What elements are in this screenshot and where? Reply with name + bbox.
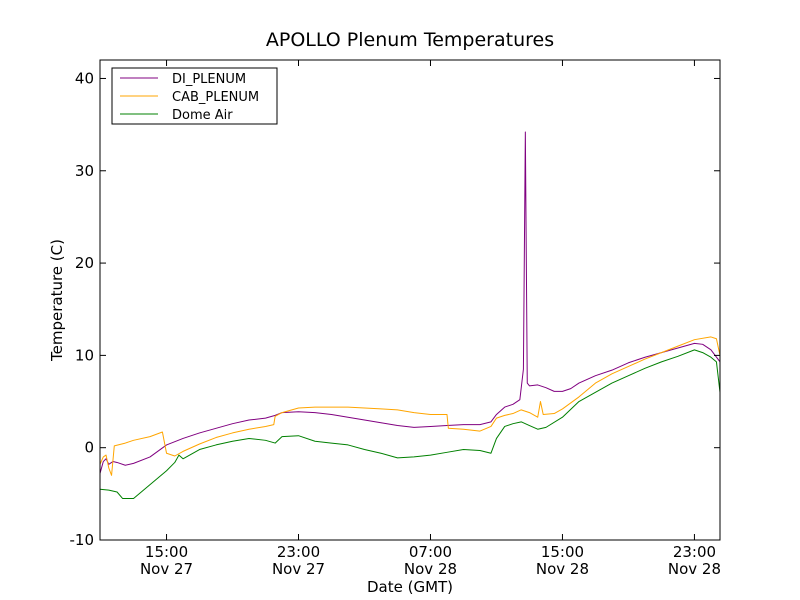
series-layer (99, 131, 721, 499)
legend-label: Dome Air (172, 108, 233, 123)
y-tick-label: 10 (75, 346, 94, 364)
y-axis-label: Temperature (C) (48, 239, 66, 362)
y-tick-label: 40 (75, 69, 94, 87)
chart-title: APOLLO Plenum Temperatures (266, 29, 554, 51)
x-tick-time-label: 15:00 (145, 543, 188, 561)
x-tick-day-label: Nov 28 (668, 560, 721, 578)
x-tick-time-label: 23:00 (673, 543, 716, 561)
legend: DI_PLENUM CAB_PLENUM Dome Air (111, 67, 278, 125)
x-axis-label: Date (GMT) (367, 578, 453, 596)
y-tick-label: 30 (75, 162, 94, 180)
x-tick-day-label: Nov 28 (404, 560, 457, 578)
series-line-dome-air (99, 349, 721, 499)
y-tick-label: -10 (70, 531, 95, 549)
y-tick-label: 20 (75, 254, 94, 272)
series-line-di-plenum (99, 131, 721, 474)
series-line-cab-plenum (99, 336, 721, 476)
x-tick-time-label: 15:00 (541, 543, 584, 561)
x-tick-day-label: Nov 27 (140, 560, 193, 578)
x-tick-day-label: Nov 27 (272, 560, 325, 578)
y-tick-label: 0 (84, 439, 94, 457)
x-tick-time-label: 07:00 (409, 543, 452, 561)
plot-frame (99, 59, 721, 541)
x-tick-day-label: Nov 28 (536, 560, 589, 578)
legend-label: DI_PLENUM (172, 72, 246, 87)
y-axis: -10 0 10 20 30 40 (70, 69, 720, 549)
legend-label: CAB_PLENUM (172, 90, 259, 105)
x-tick-time-label: 23:00 (277, 543, 320, 561)
